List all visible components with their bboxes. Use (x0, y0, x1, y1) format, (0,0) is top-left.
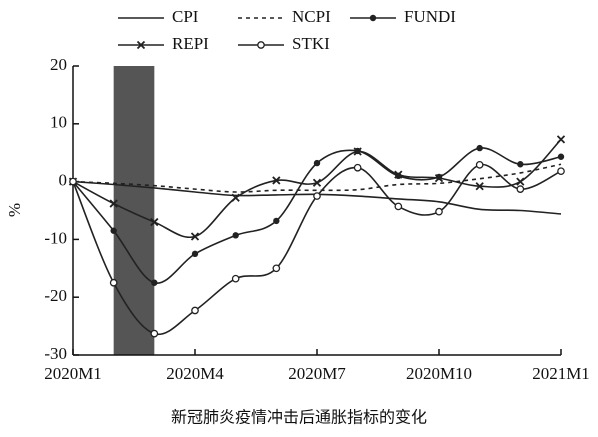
legend-label: NCPI (292, 7, 331, 26)
legend-marker (136, 40, 146, 50)
legend-label: CPI (172, 7, 199, 26)
marker (109, 199, 118, 208)
marker (476, 144, 483, 152)
marker (353, 147, 362, 156)
marker (191, 250, 199, 258)
marker (475, 160, 484, 169)
marker (191, 306, 199, 315)
y-tick-label: -20 (44, 286, 67, 305)
marker (434, 173, 444, 183)
x-tick-label: 2021M1 (532, 364, 590, 383)
marker (556, 135, 566, 144)
marker (231, 274, 240, 283)
legend-label: FUNDI (404, 7, 456, 26)
marker (313, 159, 321, 167)
caption: 新冠肺炎疫情冲击后通胀指标的变化 (171, 408, 427, 427)
marker (313, 192, 321, 200)
legend-label: STKI (292, 34, 330, 53)
y-tick-label: -30 (44, 344, 67, 363)
marker (272, 176, 281, 185)
marker (150, 217, 159, 227)
marker (394, 202, 403, 211)
marker (312, 178, 322, 187)
x-tick-label: 2020M7 (288, 364, 346, 383)
marker (394, 170, 403, 179)
marker (272, 264, 281, 273)
x-tick-label: 2020M1 (44, 364, 102, 383)
marker (516, 177, 525, 186)
highlight-band (113, 66, 155, 355)
y-tick-label: 0 (59, 171, 68, 190)
marker (475, 182, 484, 191)
legend-marker (257, 41, 265, 49)
y-tick-label: 20 (50, 55, 67, 74)
marker (353, 163, 362, 172)
marker (517, 161, 524, 168)
x-tick-label: 2020M10 (406, 364, 472, 383)
marker (110, 227, 117, 234)
marker (557, 167, 565, 176)
marker (435, 207, 443, 216)
y-tick-label: 10 (50, 113, 67, 132)
marker (231, 193, 240, 202)
marker (232, 232, 239, 239)
series-line (72, 163, 562, 193)
marker (190, 232, 200, 241)
x-tick-label: 2020M4 (166, 364, 224, 383)
marker (273, 217, 280, 225)
marker (516, 185, 525, 193)
marker (151, 279, 158, 286)
y-tick-label: -10 (44, 228, 67, 247)
y-axis-label: % (5, 203, 24, 217)
marker (69, 177, 77, 186)
legend-label: REPI (172, 34, 209, 53)
marker (150, 329, 159, 338)
marker (557, 153, 565, 160)
legend-marker (369, 14, 377, 22)
marker (109, 278, 118, 287)
